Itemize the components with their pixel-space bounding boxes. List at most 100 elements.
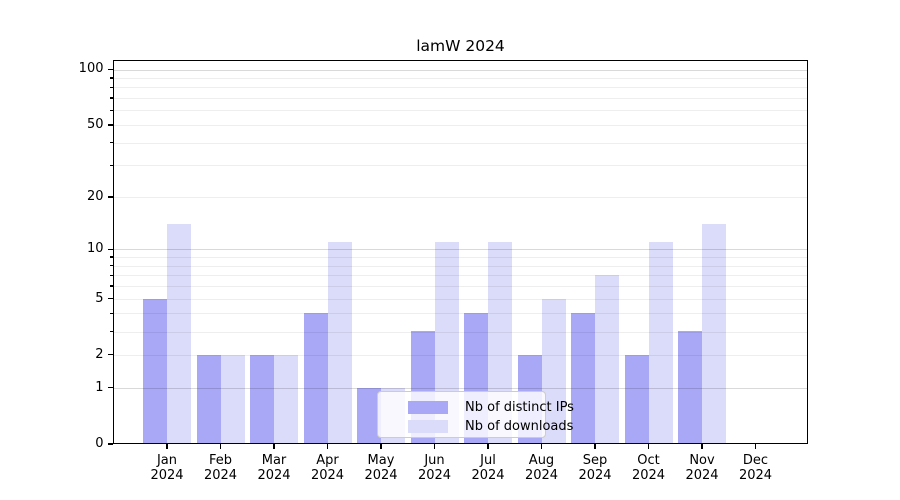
x-tick-year: 2024 (417, 468, 452, 483)
x-tick-year: 2024 (524, 468, 559, 483)
x-tick-month: Sep (582, 453, 608, 468)
y-tick (107, 124, 113, 126)
x-tick-year: 2024 (631, 468, 666, 483)
minor-gridline (113, 77, 808, 79)
x-tick-month: Dec (742, 453, 769, 468)
y-minor-tick (110, 330, 113, 333)
x-tick-label-aug: Aug 2024 (512, 453, 572, 483)
y-tick (107, 354, 113, 356)
y-tick (107, 297, 113, 300)
x-tick-month: Mar (261, 453, 287, 468)
x-tick-month: Jun (424, 453, 445, 468)
x-tick-month: Feb (208, 453, 233, 468)
y-minor-tick (110, 164, 113, 166)
x-tick (166, 444, 168, 449)
x-tick-year: 2024 (150, 468, 184, 483)
x-tick (540, 444, 543, 449)
major-gridline (113, 387, 808, 389)
legend-row-downloads: Nb of downloads (408, 417, 573, 436)
x-tick (647, 444, 650, 449)
y-minor-tick (110, 312, 113, 315)
minor-gridline (113, 354, 808, 356)
x-tick-label-may: May 2024 (351, 453, 411, 483)
legend: Nb of distinct IPs Nb of downloads (377, 391, 574, 438)
bar-distinct-ips (143, 298, 167, 444)
y-minor-tick (110, 285, 113, 287)
minor-gridline (113, 257, 808, 259)
x-tick-year: 2024 (738, 468, 773, 483)
x-tick-label-nov: Nov 2024 (672, 453, 732, 483)
y-minor-tick (110, 77, 113, 79)
x-tick-label-feb: Feb 2024 (191, 453, 251, 483)
y-tick (107, 387, 113, 389)
minor-gridline (113, 165, 808, 167)
y-tick (107, 443, 113, 445)
x-tick-label-dec: Dec 2024 (726, 453, 786, 483)
y-tick (107, 248, 113, 251)
x-tick (754, 444, 757, 449)
minor-gridline (113, 87, 808, 89)
minor-gridline (113, 265, 808, 267)
y-tick-label: 1 (95, 379, 104, 395)
x-tick-year: 2024 (257, 468, 291, 483)
bar-distinct-ips (678, 331, 702, 444)
minor-gridline (113, 142, 808, 144)
y-tick-label: 5 (95, 290, 104, 306)
legend-label-distinct-ips: Nb of distinct IPs (465, 400, 574, 415)
x-tick-label-jul: Jul 2024 (458, 453, 518, 483)
minor-gridline (113, 313, 808, 315)
y-tick-label: 50 (86, 116, 104, 132)
y-tick (107, 196, 113, 198)
x-tick-label-oct: Oct 2024 (619, 453, 679, 483)
x-tick (380, 444, 382, 449)
legend-row-distinct-ips: Nb of distinct IPs (408, 398, 574, 417)
x-tick-month: Apr (316, 453, 339, 468)
x-tick-year: 2024 (310, 468, 345, 483)
minor-gridline (113, 124, 808, 126)
x-tick (701, 444, 703, 449)
bar-downloads (648, 242, 673, 444)
minor-gridline (113, 110, 808, 112)
bar-distinct-ips (624, 354, 649, 444)
x-tick-label-apr: Apr 2024 (298, 453, 358, 483)
y-tick-label: 2 (95, 346, 104, 362)
y-minor-tick (110, 97, 113, 99)
x-tick-month: Aug (528, 453, 555, 468)
x-tick-label-jun: Jun 2024 (405, 453, 465, 483)
x-tick-year: 2024 (203, 468, 238, 483)
x-tick-label-mar: Mar 2024 (244, 453, 304, 483)
x-tick (433, 444, 436, 449)
legend-label-downloads: Nb of downloads (465, 419, 574, 434)
y-tick-label: 100 (78, 61, 104, 77)
chart-title: lamW 2024 (416, 37, 505, 55)
x-tick-month: Oct (637, 453, 660, 468)
legend-swatch-downloads (408, 420, 448, 433)
bar-downloads (220, 354, 245, 444)
minor-gridline (113, 196, 808, 198)
bar-downloads (274, 354, 298, 444)
bar-downloads (327, 242, 352, 444)
x-tick-year: 2024 (471, 468, 505, 483)
y-tick (107, 68, 113, 71)
bar-downloads (595, 275, 619, 444)
x-tick-month: Jul (480, 453, 496, 468)
bar-distinct-ips (571, 313, 595, 444)
y-minor-tick (110, 265, 113, 267)
y-tick-label: 10 (86, 241, 104, 257)
y-minor-tick (110, 109, 113, 112)
minor-gridline (113, 298, 808, 300)
y-tick-label: 20 (86, 188, 104, 204)
x-tick (219, 444, 222, 449)
y-minor-tick (110, 274, 113, 276)
bar-downloads (702, 224, 726, 444)
x-tick-label-sep: Sep 2024 (565, 453, 625, 483)
x-tick-label-jan: Jan 2024 (137, 453, 197, 483)
y-minor-tick (110, 141, 113, 144)
x-tick (487, 444, 489, 449)
major-gridline (113, 249, 808, 251)
x-tick-year: 2024 (685, 468, 719, 483)
x-tick (326, 444, 329, 449)
x-tick (273, 444, 275, 449)
y-minor-tick (110, 86, 113, 89)
